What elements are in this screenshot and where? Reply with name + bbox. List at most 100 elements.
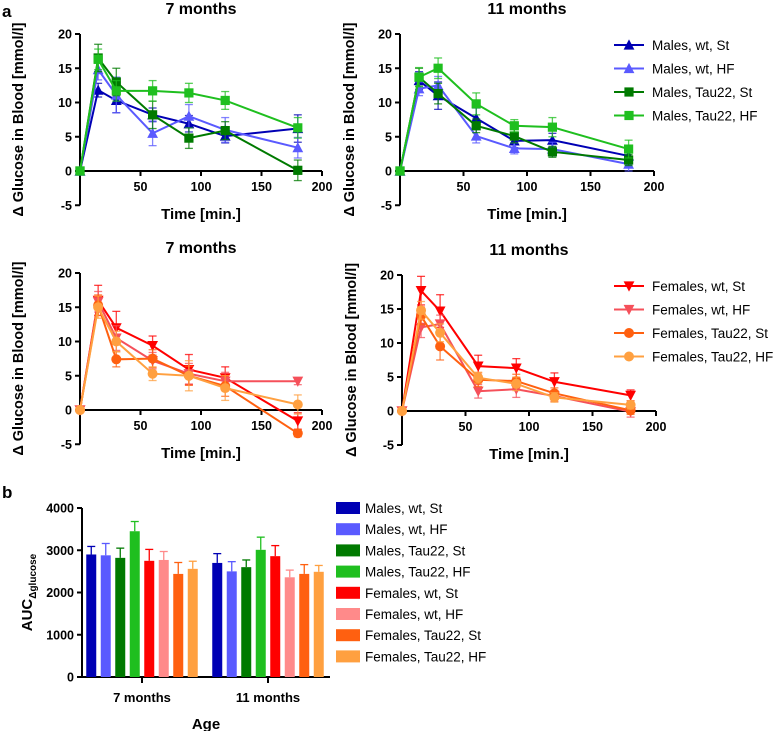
bar — [313, 571, 324, 677]
legend-label: Males, wt, St — [652, 38, 730, 53]
legend-item: Males, Tau22, HF — [336, 565, 471, 580]
bar-series-males-wt-st — [86, 545, 223, 677]
legend-label: Females, Tau22, St — [652, 326, 768, 341]
x-tick-label: 200 — [644, 180, 665, 194]
data-point — [624, 155, 634, 165]
x-tick-label: 50 — [459, 420, 473, 434]
legend-item: Females, wt, St — [614, 279, 745, 294]
data-point — [433, 88, 443, 99]
data-point — [220, 383, 231, 394]
data-point — [395, 166, 405, 176]
bar — [115, 557, 126, 677]
legend-swatch — [336, 608, 360, 620]
line-chart-2: 11 months -5 0 5 10 15 20 50 100 150 200 Time [min.… — [342, 1, 758, 223]
legend-label: Males, Tau22, HF — [365, 565, 471, 580]
data-point — [547, 122, 557, 132]
legend-marker — [623, 62, 635, 74]
data-point — [111, 336, 122, 347]
legend-label: Males, wt, HF — [365, 522, 448, 537]
data-point — [549, 377, 560, 388]
y-tick-label: 5 — [387, 371, 394, 385]
data-point — [473, 372, 484, 383]
legend-label: Males, Tau22, St — [652, 85, 753, 100]
x-tick-label: 50 — [134, 180, 148, 194]
legend-swatch — [336, 629, 360, 642]
legend-item: Males, Tau22, HF — [614, 109, 758, 124]
bar — [284, 577, 295, 677]
bar — [86, 554, 97, 677]
x-tick-label: 200 — [646, 420, 667, 434]
data-point — [472, 386, 484, 397]
legend-swatch — [336, 544, 360, 557]
legend-item: Females, Tau22, St — [614, 326, 768, 341]
data-point — [292, 399, 303, 410]
x-axis-label: Time [min.] — [489, 446, 569, 463]
bar — [226, 571, 237, 677]
x-tick-label: 200 — [312, 180, 333, 194]
legend-item: Females, wt, St — [336, 586, 458, 601]
y-tick-label: 10 — [378, 96, 392, 110]
data-point — [397, 406, 407, 416]
bar-series-males-wt-hf — [100, 542, 237, 677]
legend-marker — [624, 328, 634, 338]
x-tick-label: 150 — [251, 419, 272, 433]
data-point — [111, 354, 122, 365]
y-tick-label: 5 — [65, 130, 72, 144]
legend-item: Males, wt, HF — [336, 522, 448, 537]
x-tick-label: 11 months — [236, 690, 300, 705]
y-tick-label: 2000 — [46, 586, 74, 600]
chart-title: 11 months — [489, 242, 568, 259]
legend-label: Females, wt, HF — [365, 607, 463, 622]
data-point — [184, 88, 194, 98]
x-tick-label: 100 — [517, 180, 538, 194]
data-point — [148, 86, 158, 96]
data-point — [435, 341, 446, 352]
data-point — [547, 147, 557, 157]
data-point — [111, 86, 121, 96]
y-tick-label: -5 — [61, 438, 72, 452]
bar — [255, 549, 266, 677]
y-tick-label: -5 — [383, 439, 394, 453]
y-tick-label: 1000 — [46, 628, 74, 642]
line-chart-3: 7 months -5 0 5 10 15 20 50 100 150 200 Time [min.]… — [11, 240, 332, 462]
y-tick-label: 20 — [380, 269, 394, 283]
y-tick-label: 0 — [65, 404, 72, 418]
legend-label: Females, wt, St — [365, 586, 458, 601]
y-tick-label: 0 — [67, 671, 74, 685]
x-axis-label: Time [min.] — [487, 206, 567, 223]
series-males-tau22-hf — [395, 57, 634, 176]
y-tick-label: 3000 — [46, 544, 74, 558]
data-point — [470, 112, 482, 123]
x-axis-label: Time [min.] — [161, 206, 241, 223]
data-point — [93, 54, 103, 64]
legend-label: Males, wt, HF — [652, 62, 735, 77]
legend-label: Females, Tau22, St — [365, 628, 481, 643]
data-point — [511, 378, 522, 389]
data-point — [148, 110, 158, 120]
legend-item: Females, wt, HF — [336, 607, 463, 622]
x-tick-label: 100 — [191, 180, 212, 194]
data-point — [184, 133, 194, 143]
data-point — [415, 286, 427, 297]
data-point — [625, 390, 636, 401]
x-tick-label: 200 — [312, 419, 333, 433]
bar — [158, 559, 169, 677]
data-point — [293, 165, 303, 175]
data-point — [220, 125, 230, 136]
data-point — [471, 121, 481, 131]
data-point — [293, 123, 303, 133]
legend-label: Females, Tau22, HF — [652, 350, 773, 365]
x-tick-label: 50 — [457, 180, 471, 194]
bar — [187, 568, 198, 677]
data-point — [509, 131, 519, 141]
data-point — [93, 302, 104, 313]
data-point — [549, 392, 560, 403]
y-tick-label: 20 — [58, 267, 72, 281]
data-point — [147, 353, 158, 364]
series-females-wt-st — [74, 284, 304, 430]
data-point — [147, 127, 158, 138]
data-point — [292, 376, 304, 387]
y-tick-label: -5 — [61, 199, 72, 213]
y-tick-label: 0 — [385, 165, 392, 179]
